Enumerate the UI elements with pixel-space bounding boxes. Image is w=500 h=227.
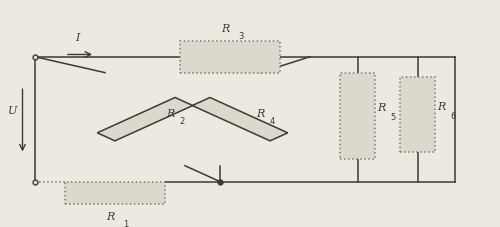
Polygon shape bbox=[98, 98, 192, 141]
FancyBboxPatch shape bbox=[340, 73, 375, 159]
Text: R: R bbox=[256, 109, 264, 119]
Text: 4: 4 bbox=[270, 117, 275, 126]
Text: 1: 1 bbox=[124, 220, 128, 227]
Text: I: I bbox=[76, 33, 80, 43]
Text: R: R bbox=[378, 103, 386, 113]
Text: U: U bbox=[8, 106, 17, 116]
FancyBboxPatch shape bbox=[65, 182, 165, 204]
Text: 2: 2 bbox=[180, 117, 185, 126]
Text: 5: 5 bbox=[390, 113, 395, 122]
Polygon shape bbox=[192, 98, 288, 141]
Text: R: R bbox=[166, 109, 174, 119]
Text: R: R bbox=[106, 212, 114, 222]
FancyBboxPatch shape bbox=[180, 41, 280, 73]
FancyBboxPatch shape bbox=[400, 77, 435, 152]
Text: R: R bbox=[221, 24, 229, 34]
Text: 3: 3 bbox=[238, 32, 244, 41]
Text: 6: 6 bbox=[450, 112, 456, 121]
Text: R: R bbox=[438, 102, 446, 112]
